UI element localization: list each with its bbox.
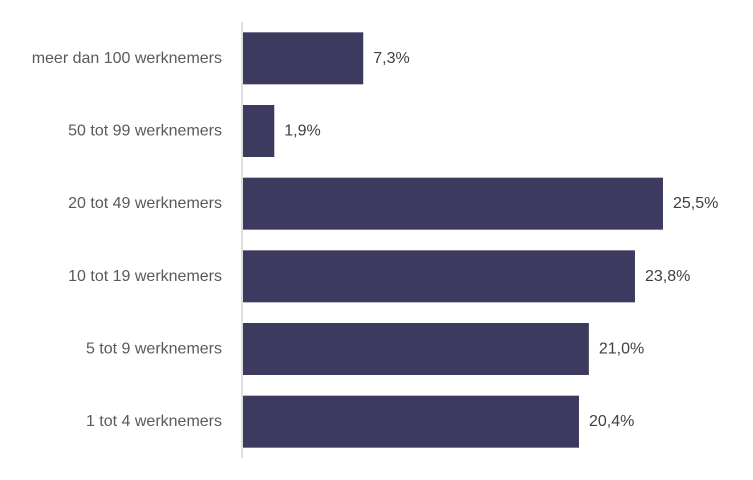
category-label: 5 tot 9 werknemers [86,341,222,358]
bar [243,395,579,448]
bars-layer [243,32,663,448]
value-label: 20,4% [589,413,634,430]
category-label: 1 tot 4 werknemers [86,413,222,430]
value-label: 7,3% [373,50,409,67]
category-label: 50 tot 99 werknemers [68,123,222,140]
value-label: 23,8% [645,268,690,285]
value-label: 21,0% [599,341,644,358]
bar [243,250,635,303]
category-label: 10 tot 19 werknemers [68,268,222,285]
category-label: meer dan 100 werknemers [32,50,222,67]
labels-layer: meer dan 100 werknemers 7,3% 50 tot 99 wer… [32,50,719,430]
bar [243,32,364,85]
value-label: 1,9% [284,123,320,140]
bar [243,105,275,157]
value-label: 25,5% [673,195,718,212]
bar [243,177,663,230]
bar [243,323,589,375]
category-label: 20 tot 49 werknemers [68,195,222,212]
